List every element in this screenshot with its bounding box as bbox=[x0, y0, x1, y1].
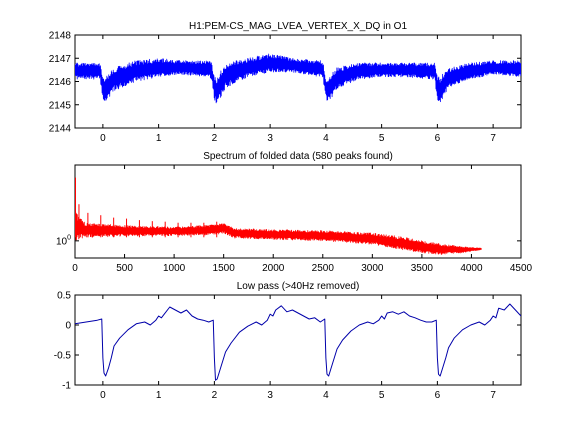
series-layer-top bbox=[75, 53, 521, 104]
x-tick-label: 3500 bbox=[411, 263, 434, 274]
x-tick-label: 4 bbox=[323, 133, 329, 144]
y-tick-label: 2145 bbox=[49, 100, 72, 111]
series-layer-middle bbox=[75, 177, 482, 255]
x-tick-label: 2500 bbox=[312, 263, 335, 274]
chart-title-top: H1:PEM-CS_MAG_LVEA_VERTEX_X_DQ in O1 bbox=[189, 21, 407, 32]
ticks-top: 0 1 2 3 4 5 6 7 2144 2145 2146 2147 2148 bbox=[49, 31, 521, 144]
x-tick-label: 1000 bbox=[163, 263, 186, 274]
x-tick-label: 4000 bbox=[460, 263, 483, 274]
x-tick-label: 1 bbox=[156, 133, 162, 144]
x-tick-label: 5 bbox=[379, 390, 385, 401]
x-tick-label: 7 bbox=[490, 390, 496, 401]
x-tick-label: 4500 bbox=[510, 263, 533, 274]
x-tick-label: 6 bbox=[435, 133, 441, 144]
x-tick-label: 2 bbox=[212, 133, 218, 144]
x-tick-label: 0 bbox=[72, 263, 78, 274]
x-tick-label: 1500 bbox=[213, 263, 236, 274]
x-tick-label: 6 bbox=[435, 390, 441, 401]
x-tick-label: 1 bbox=[156, 390, 162, 401]
x-tick-label: 0 bbox=[100, 390, 106, 401]
ticks-bottom: 0 1 2 3 4 5 6 7 -1 -0.5 0 0.5 bbox=[54, 291, 521, 401]
y-tick-label: 0 bbox=[65, 321, 71, 332]
y-tick-label: 2147 bbox=[49, 54, 72, 65]
panel-bottom: Low pass (>40Hz removed) 0 1 2 3 4 5 6 7-1-0.50… bbox=[54, 281, 522, 401]
x-tick-label: 5 bbox=[379, 133, 385, 144]
x-tick-label: 2000 bbox=[262, 263, 285, 274]
x-tick-label: 3000 bbox=[361, 263, 384, 274]
series-line bbox=[75, 303, 521, 381]
chart-title-bottom: Low pass (>40Hz removed) bbox=[237, 281, 360, 292]
x-tick-label: 3 bbox=[267, 390, 273, 401]
series-line bbox=[75, 210, 482, 255]
chart-title-middle: Spectrum of folded data (580 peaks found… bbox=[203, 151, 393, 162]
y-tick-label: 2148 bbox=[49, 31, 72, 42]
series-layer-bottom bbox=[75, 303, 521, 381]
x-tick-label: 500 bbox=[116, 263, 133, 274]
y-tick-label: 2144 bbox=[49, 124, 72, 135]
x-tick-label: 3 bbox=[267, 133, 273, 144]
x-tick-label: 0 bbox=[100, 133, 106, 144]
y-tick-label: 0.5 bbox=[57, 291, 71, 302]
plot-area-bottom bbox=[74, 294, 522, 386]
y-tick-label: 2146 bbox=[49, 77, 72, 88]
y-tick-label: -0.5 bbox=[54, 351, 72, 362]
x-tick-label: 2 bbox=[212, 390, 218, 401]
series-line bbox=[75, 53, 521, 104]
panel-middle: Spectrum of folded data (580 peaks found… bbox=[56, 151, 533, 274]
panel-top: H1:PEM-CS_MAG_LVEA_VERTEX_X_DQ in O1 0 1 2… bbox=[49, 21, 522, 144]
x-tick-label: 4 bbox=[323, 390, 329, 401]
y-tick-label: -1 bbox=[62, 381, 71, 392]
y-tick-label: 100 bbox=[56, 234, 71, 247]
x-tick-label: 7 bbox=[490, 133, 496, 144]
plot-area-middle bbox=[74, 164, 522, 259]
ticks-middle: 0 500 1000 1500 2000 2500 3000 3500 4000 4500 100 bbox=[56, 165, 533, 274]
